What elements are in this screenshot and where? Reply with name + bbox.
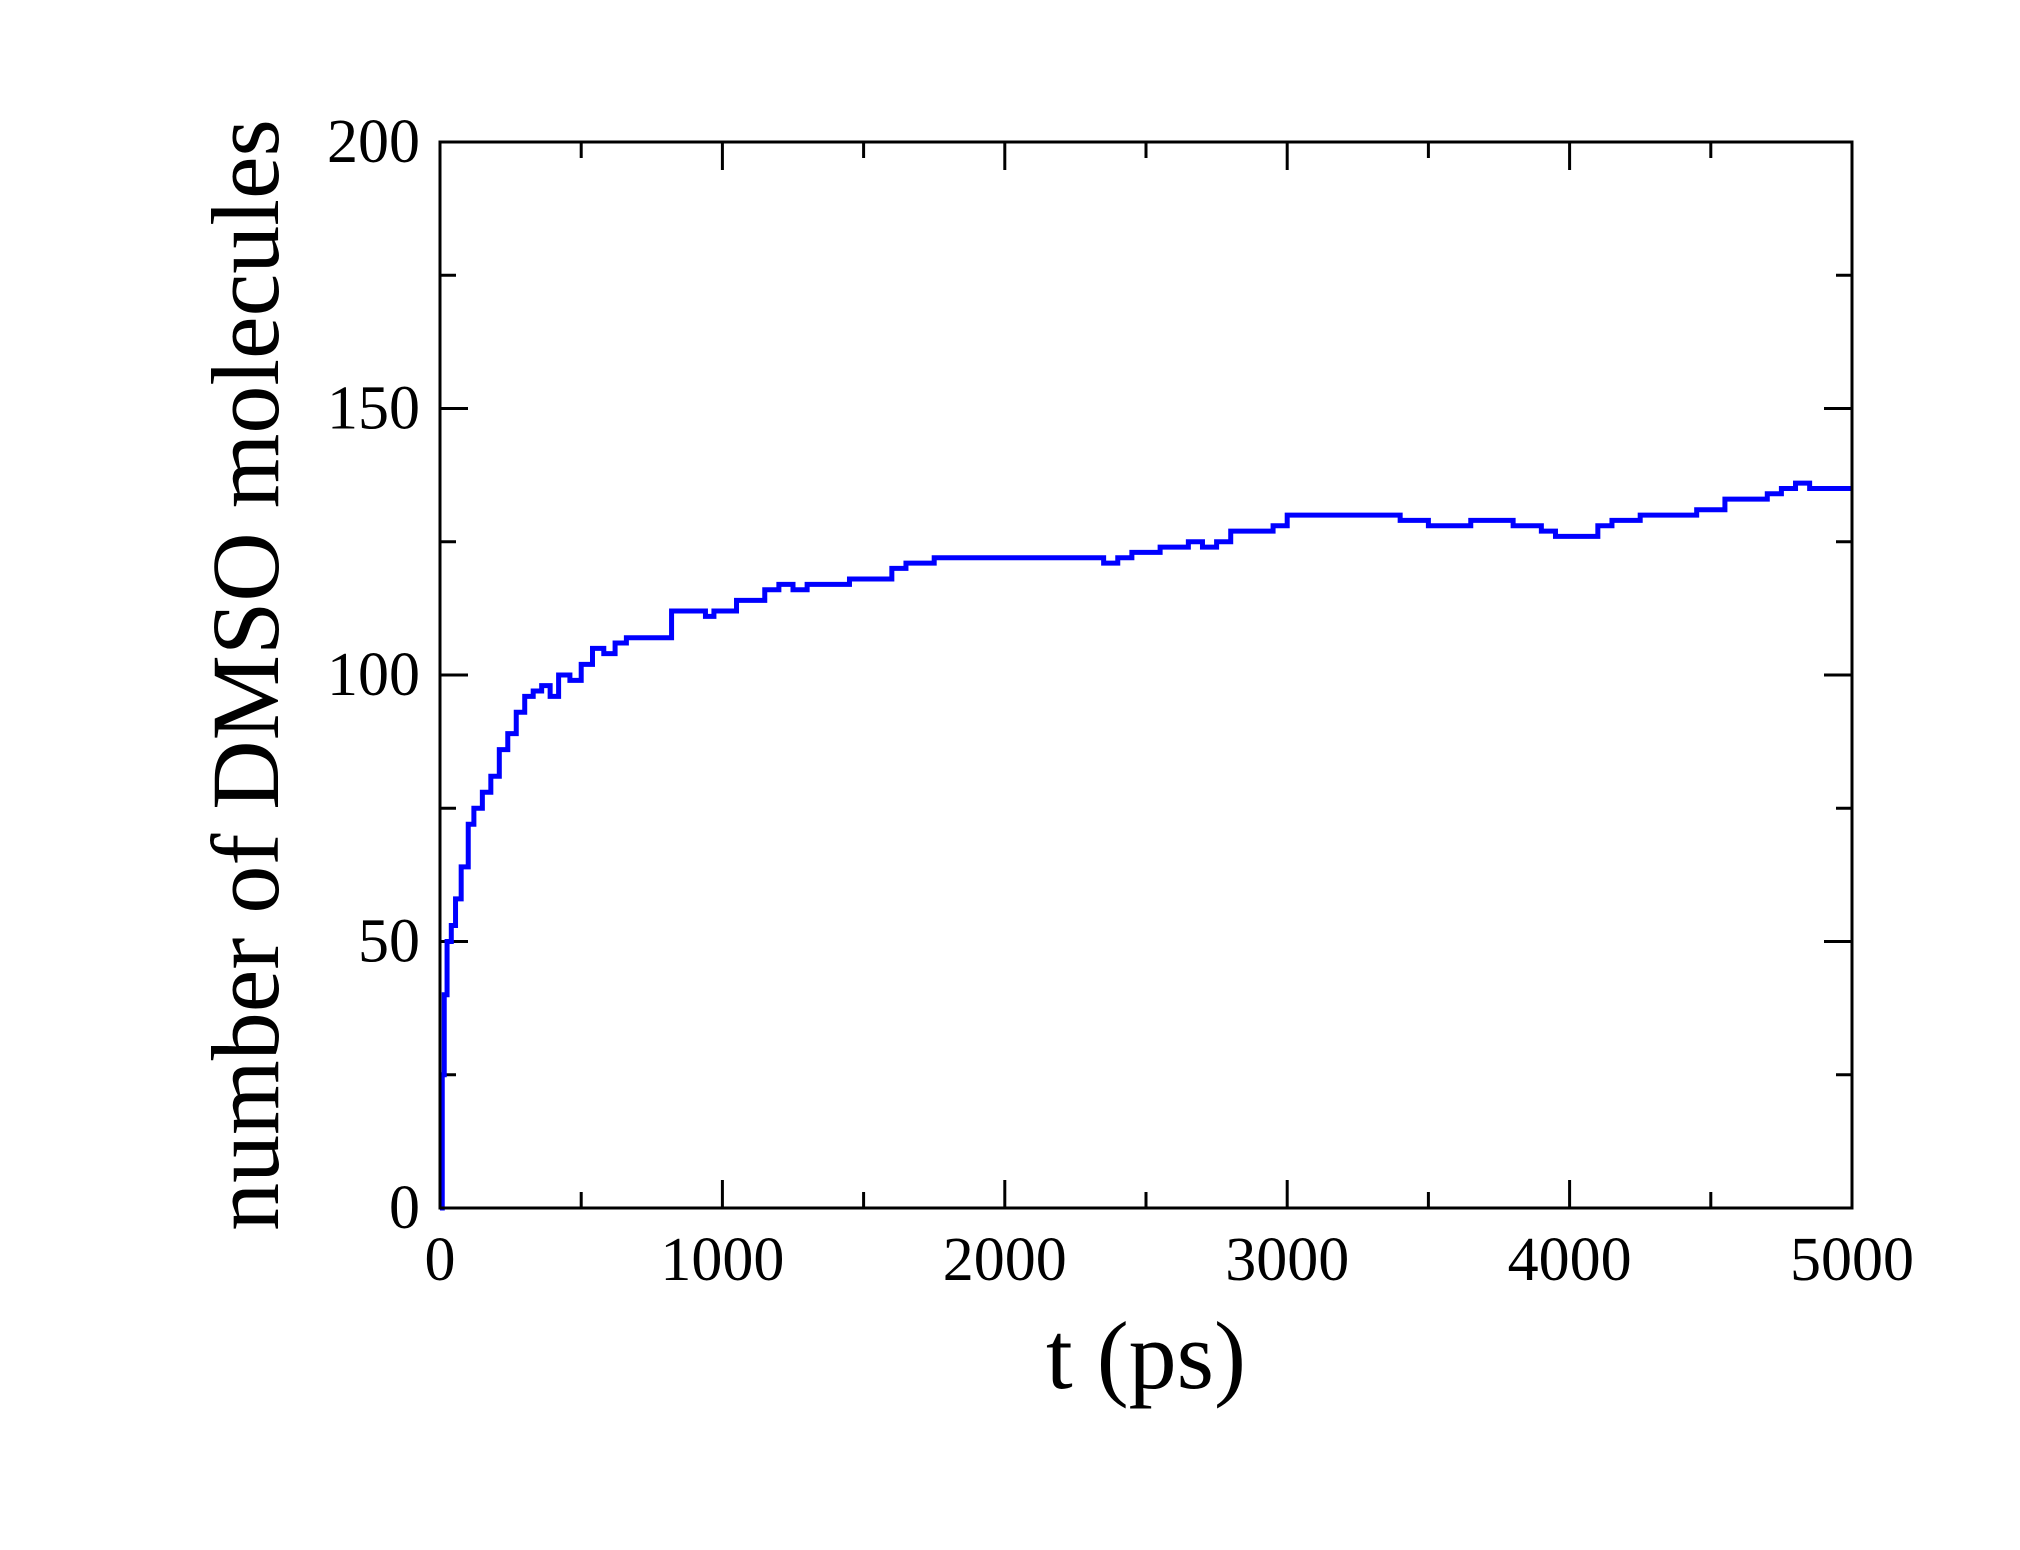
x-axis-title: t (ps) [1046,1302,1246,1409]
x-tick-label: 5000 [1790,1226,1914,1294]
plot-frame [438,140,1854,1210]
x-tick-label: 3000 [1225,1226,1349,1294]
x-tick-label: 2000 [943,1226,1067,1294]
y-tick-label: 100 [327,641,420,709]
y-tick-label: 150 [327,375,420,443]
x-tick-label: 4000 [1508,1226,1632,1294]
series-layer [439,480,1852,1211]
series-line [439,480,1852,1211]
y-axis-title: number of DMSO molecules [192,119,299,1231]
x-tick-label: 0 [425,1226,456,1294]
y-tick-label: 200 [327,108,420,176]
x-tick-label: 1000 [660,1226,784,1294]
tick-labels: 0 1000 2000 3000 4000 5000 0 50 100 150 200 [327,108,1914,1294]
y-tick-label: 50 [358,908,420,976]
y-tick-label: 0 [389,1174,420,1242]
